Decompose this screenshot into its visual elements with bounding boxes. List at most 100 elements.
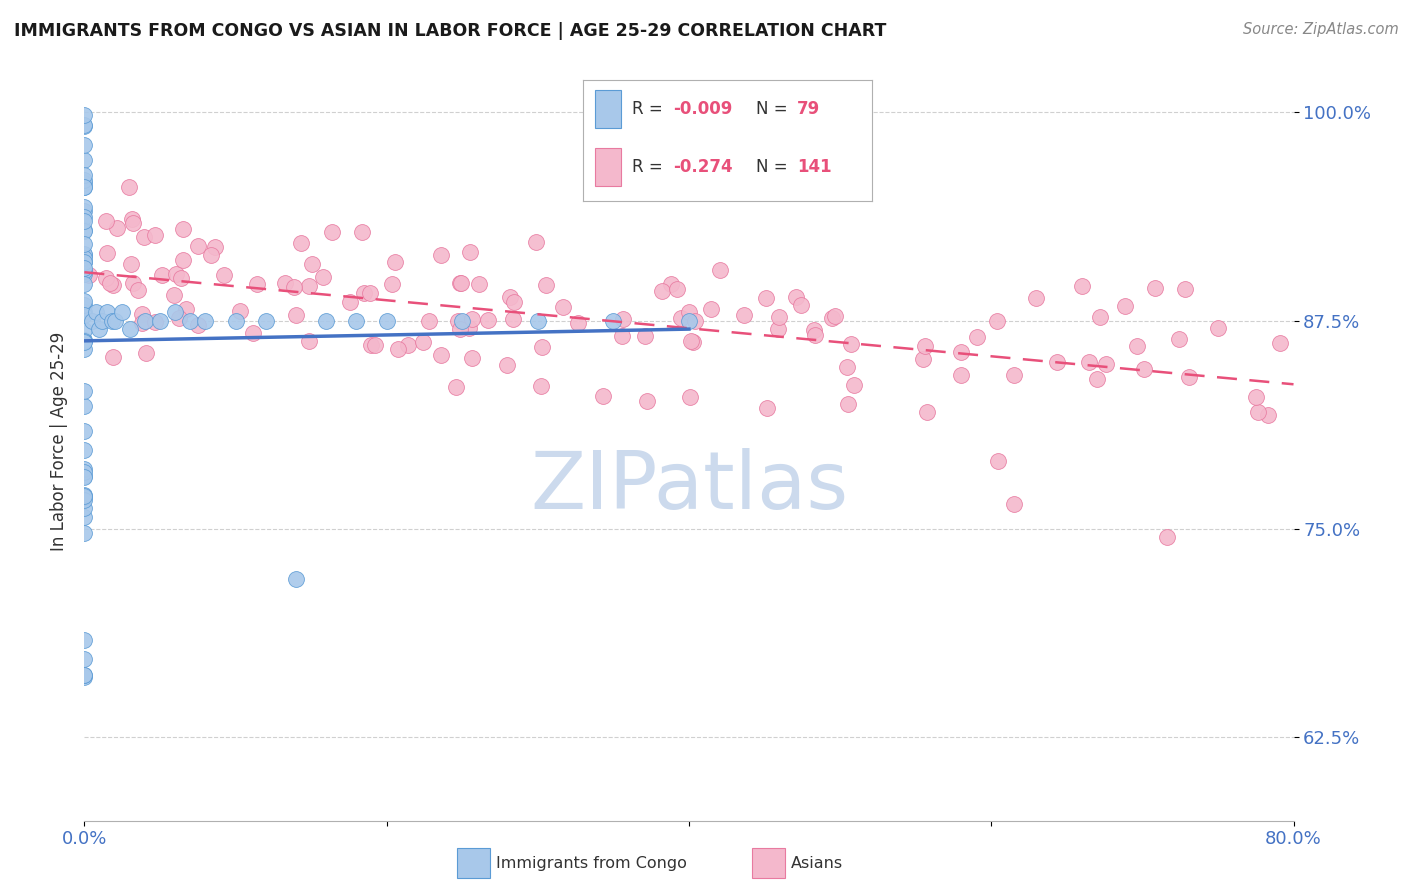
Point [444,380,467,394]
Point [169,310,191,325]
Point [73,251,96,265]
Point [1002,497,1025,511]
Point [80,314,103,328]
Text: -0.274: -0.274 [673,158,733,176]
Point [364,338,387,352]
Point [120,257,142,271]
Point [204,240,226,254]
Point [987,454,1010,468]
Point [966,330,988,344]
Point [246,277,269,291]
Point [1046,355,1069,369]
Point [659,277,682,291]
Point [73,118,96,132]
Point [187,318,209,333]
Point [1178,370,1201,384]
Point [101,277,124,292]
Point [73,246,96,260]
Point [315,314,337,328]
Point [73,334,96,348]
Point [73,667,96,681]
Point [1004,368,1026,382]
Point [143,228,166,243]
Point [682,334,704,349]
Point [179,314,201,328]
Point [73,632,96,647]
Point [502,311,524,326]
Point [360,338,382,352]
Point [839,337,862,351]
Point [73,343,96,357]
Point [821,310,844,325]
Point [949,368,972,382]
Point [468,277,491,291]
Point [73,108,96,122]
Point [165,268,187,282]
Point [503,294,526,309]
Point [73,461,96,475]
Point [530,378,553,392]
Point [73,294,96,309]
Point [290,235,312,250]
Point [165,305,187,319]
Point [986,314,1008,328]
Point [127,283,149,297]
Point [460,351,482,366]
Point [592,389,614,403]
Point [73,399,96,413]
Point [105,221,128,235]
Point [73,138,96,153]
Point [301,257,323,271]
Point [73,488,96,502]
Point [651,284,673,298]
Point [1244,390,1267,404]
Point [346,314,368,328]
Point [73,173,96,187]
Point [122,216,145,230]
Point [700,301,723,316]
Point [73,248,96,262]
Point [73,490,96,504]
Point [824,309,846,323]
Point [73,305,96,319]
Point [73,180,96,194]
Point [1257,409,1279,423]
Point [94,213,117,227]
Point [375,314,398,328]
Point [73,214,96,228]
Point [73,298,96,312]
Point [274,277,297,291]
Point [1087,372,1109,386]
Point [733,308,755,322]
Point [1174,283,1197,297]
Point [73,277,96,292]
Point [678,305,700,319]
Point [134,314,156,328]
Point [768,310,790,324]
Point [567,316,589,330]
Point [790,298,813,312]
Point [1132,361,1154,376]
Point [634,329,657,343]
Point [636,393,658,408]
Point [285,308,308,322]
Text: -0.009: -0.009 [673,100,733,118]
Point [73,424,96,438]
Point [1094,358,1116,372]
Point [73,224,96,238]
Point [96,246,118,260]
Text: ZIPatlas: ZIPatlas [530,448,848,526]
Text: N =: N = [756,158,793,176]
Point [73,261,96,276]
Point [73,237,96,252]
Point [79,268,101,282]
Point [86,305,108,319]
Point [73,264,96,278]
Point [200,248,222,262]
Point [1167,332,1189,346]
Point [73,153,96,167]
Bar [595,148,621,186]
Point [73,180,96,194]
Point [194,314,217,328]
Point [451,314,474,328]
